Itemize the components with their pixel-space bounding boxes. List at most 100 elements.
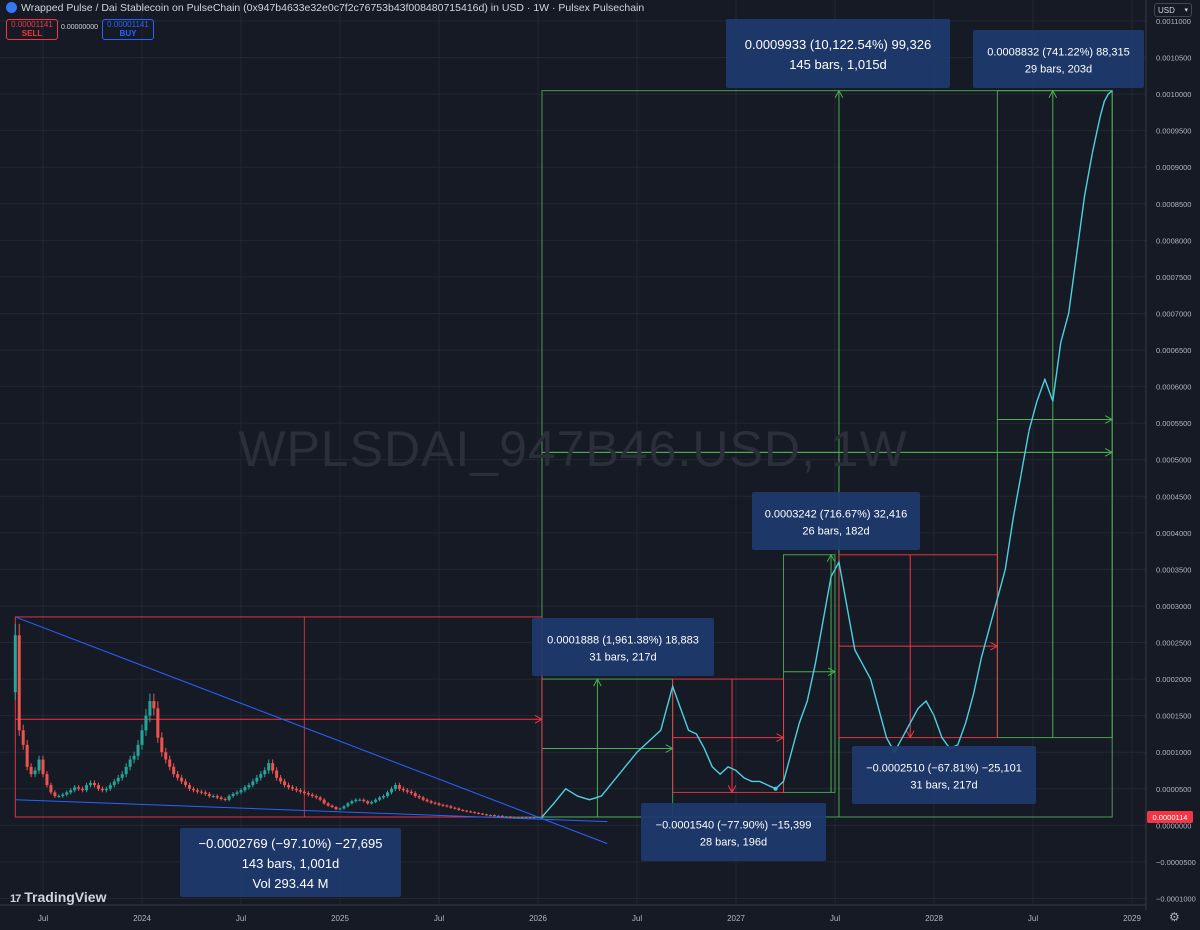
candle-body: [21, 730, 25, 745]
candle-body: [370, 801, 374, 804]
candle-body: [120, 774, 124, 778]
measure-label-bg: [532, 618, 714, 676]
candle-body: [235, 792, 239, 794]
measure-label-line1: −0.0002510 (−67.81%) −25,101: [866, 762, 1022, 774]
measure-label-line1: 0.0008832 (741.22%) 88,315: [987, 46, 1130, 58]
candle-body: [207, 793, 211, 797]
spread-value: 0.00000000: [61, 24, 98, 31]
candle-body: [132, 755, 136, 760]
candle-body: [271, 763, 275, 771]
candle-body: [152, 701, 156, 709]
candle-body: [61, 794, 65, 797]
candle-body: [168, 759, 172, 767]
candle-body: [488, 815, 492, 817]
measure-label-line1: 0.0009933 (10,122.54%) 99,326: [745, 37, 932, 52]
measure-label-bg: [641, 803, 826, 861]
candle-body: [516, 817, 520, 819]
candle-body: [53, 792, 57, 797]
measure-drop-time-head: [776, 733, 785, 742]
candle-body: [366, 801, 370, 804]
candle-body: [389, 788, 393, 793]
candle-body: [104, 788, 108, 791]
candle-body: [461, 809, 465, 811]
candle-body: [290, 787, 294, 789]
candle-body: [176, 774, 180, 778]
candle-body: [239, 790, 243, 793]
x-tick-label: 2029: [1123, 914, 1141, 923]
candle-body: [441, 804, 445, 806]
measure-drop-box: [672, 678, 785, 793]
y-tick-label: 0.0000000: [1156, 821, 1191, 830]
candle-body: [512, 817, 516, 819]
sell-label: SELL: [21, 29, 43, 38]
candle-body: [485, 814, 489, 816]
candle-body: [469, 811, 473, 813]
candle-body: [528, 817, 532, 819]
candle-body: [172, 766, 176, 775]
candle-body: [57, 796, 61, 798]
measure-first-rally-arrow-head: [593, 678, 602, 687]
x-tick-label: Jul: [236, 914, 246, 923]
gear-icon[interactable]: ⚙: [1169, 910, 1180, 924]
current-price-badge: [1147, 810, 1193, 823]
y-tick-label: 0.0008500: [1156, 200, 1191, 209]
projection-line: [541, 90, 1113, 818]
sell-button[interactable]: 0.00001141 SELL: [6, 19, 58, 40]
candle-body: [492, 815, 496, 817]
y-tick-label: 0.0002000: [1156, 675, 1191, 684]
y-tick-label: 0.0009000: [1156, 163, 1191, 172]
candle-body: [409, 791, 413, 794]
candle-body: [453, 807, 457, 809]
candle-body: [346, 803, 350, 807]
chevron-down-icon: ▾: [1184, 7, 1188, 14]
candle-body: [188, 785, 192, 789]
candle-body: [259, 774, 263, 778]
candle-body: [449, 806, 453, 808]
trendline-upper: [15, 616, 608, 845]
measure-label-line3: Vol 293.44 M: [253, 876, 329, 891]
buy-button[interactable]: 0.00001141 BUY: [102, 19, 154, 40]
candle-body: [413, 793, 417, 797]
measure-label-bg: [726, 19, 950, 88]
candle-body: [227, 796, 231, 800]
candle-body: [294, 788, 298, 791]
currency-selector[interactable]: USD ▾: [1154, 3, 1192, 17]
candle-body: [124, 766, 128, 775]
measure-bear-time-head: [534, 715, 544, 724]
measure-label-line1: 0.0003242 (716.67%) 32,416: [765, 508, 908, 520]
x-tick-label: 2026: [529, 914, 547, 923]
candle-body: [397, 785, 401, 789]
candle-body: [108, 785, 112, 789]
sell-price: 0.00001141: [11, 20, 53, 29]
measure-label-line2: 145 bars, 1,015d: [789, 57, 887, 72]
candle-body: [417, 796, 421, 798]
candle-body: [532, 817, 536, 819]
candle-body: [405, 790, 409, 792]
measure-label-line1: −0.0002769 (−97.10%) −27,695: [199, 836, 383, 851]
buy-price: 0.00001141: [107, 20, 149, 29]
y-tick-label: 0.0000500: [1156, 785, 1191, 794]
candle-body: [128, 759, 132, 767]
measure-label: 0.0008832 (741.22%) 88,315 29 bars, 203d: [973, 30, 1144, 88]
candle-body: [37, 759, 41, 771]
candle-body: [298, 790, 302, 792]
candle-body: [306, 793, 310, 795]
measure-label-line2: 31 bars, 217d: [910, 779, 977, 791]
candle-body: [49, 785, 53, 793]
candle-body: [33, 770, 37, 775]
measure-last-leg-time-head: [1104, 415, 1114, 424]
candle-body: [477, 812, 481, 814]
candle-body: [350, 801, 354, 804]
measure-label-line2: 31 bars, 217d: [589, 651, 656, 663]
measure-bear-box: [14, 616, 543, 818]
measure-first-rally-box: [541, 678, 674, 818]
projection-point: [773, 786, 778, 791]
y-tick-label: 0.0009500: [1156, 127, 1191, 136]
measure-price-arrow-head: [834, 89, 844, 98]
candle-body: [69, 790, 73, 793]
candle-body: [89, 782, 93, 786]
candle-body: [251, 781, 255, 786]
candle-body: [223, 798, 227, 800]
measure-label-line2: 28 bars, 196d: [700, 836, 767, 848]
